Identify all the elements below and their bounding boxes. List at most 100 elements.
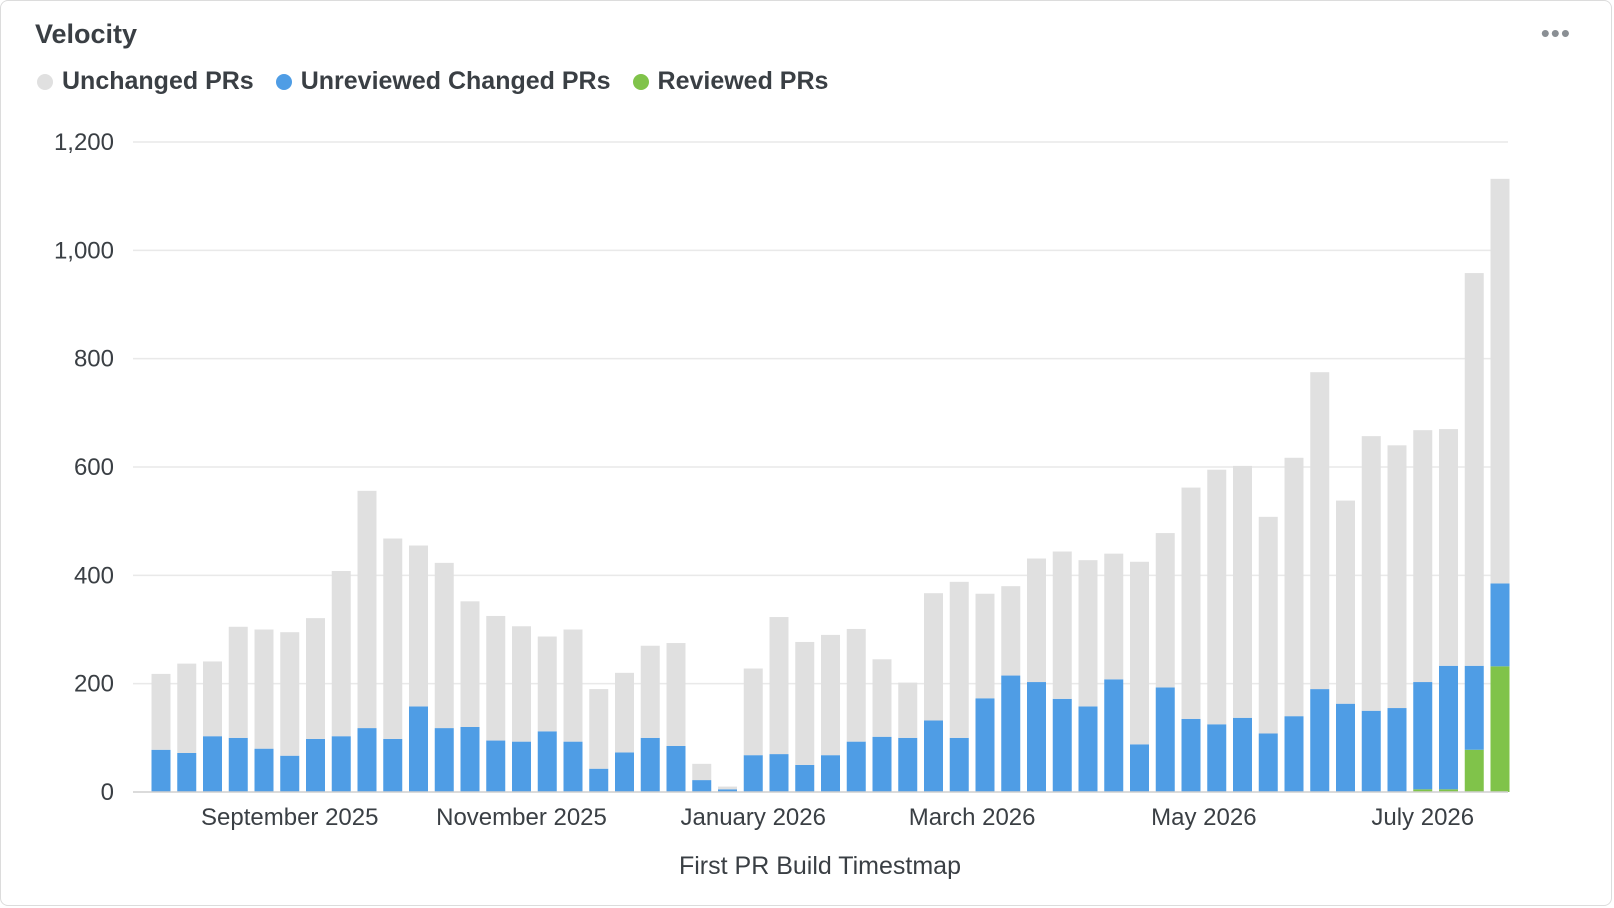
- bar-segment[interactable]: [1207, 469, 1227, 725]
- bar-segment[interactable]: [846, 741, 866, 792]
- bar-segment[interactable]: [1130, 561, 1149, 745]
- bar-segment[interactable]: [537, 731, 557, 792]
- bar-segment[interactable]: [1490, 583, 1510, 667]
- bar-segment[interactable]: [692, 780, 712, 792]
- bar-segment[interactable]: [434, 728, 454, 792]
- bar-segment[interactable]: [769, 754, 789, 792]
- bar-segment[interactable]: [512, 626, 531, 742]
- bar-segment[interactable]: [1155, 533, 1175, 688]
- bar-segment[interactable]: [177, 753, 197, 792]
- bar-segment[interactable]: [1104, 553, 1124, 680]
- bar-segment[interactable]: [409, 545, 428, 707]
- bar-segment[interactable]: [949, 581, 969, 738]
- bar-segment[interactable]: [1130, 744, 1149, 792]
- bar-segment[interactable]: [1361, 436, 1381, 711]
- bar-segment[interactable]: [1258, 733, 1278, 793]
- legend-item-unreviewed-changed-prs[interactable]: Unreviewed Changed PRs: [275, 67, 611, 96]
- bar-segment[interactable]: [821, 634, 840, 756]
- bar-segment[interactable]: [357, 728, 377, 792]
- bar-segment[interactable]: [846, 628, 866, 742]
- bar-segment[interactable]: [331, 736, 351, 792]
- bar-segment[interactable]: [331, 571, 351, 737]
- bar-segment[interactable]: [1439, 789, 1458, 792]
- bar-segment[interactable]: [1104, 679, 1124, 792]
- bar-segment[interactable]: [177, 663, 197, 753]
- bar-segment[interactable]: [1439, 429, 1458, 666]
- bar-segment[interactable]: [589, 768, 609, 792]
- bar-segment[interactable]: [228, 737, 248, 792]
- bar-segment[interactable]: [1336, 500, 1355, 704]
- bar-segment[interactable]: [1464, 273, 1484, 666]
- bar-segment[interactable]: [1155, 687, 1175, 792]
- bar-segment[interactable]: [1233, 717, 1252, 792]
- bar-segment[interactable]: [280, 632, 300, 756]
- bar-segment[interactable]: [1490, 666, 1510, 792]
- bar-segment[interactable]: [1001, 675, 1021, 792]
- bar-segment[interactable]: [666, 745, 686, 792]
- bar-segment[interactable]: [1181, 487, 1201, 719]
- bar-segment[interactable]: [795, 641, 815, 765]
- bar-segment[interactable]: [1464, 665, 1484, 750]
- bar-segment[interactable]: [615, 672, 634, 753]
- bar-segment[interactable]: [383, 738, 403, 792]
- bar-segment[interactable]: [203, 661, 222, 737]
- bar-segment[interactable]: [306, 618, 325, 739]
- bar-segment[interactable]: [821, 755, 840, 792]
- bar-segment[interactable]: [280, 755, 300, 792]
- bar-segment[interactable]: [743, 755, 763, 792]
- bar-segment[interactable]: [640, 645, 660, 738]
- bar-segment[interactable]: [486, 615, 506, 741]
- bar-segment[interactable]: [666, 643, 686, 746]
- bar-segment[interactable]: [254, 748, 274, 792]
- bar-segment[interactable]: [1284, 716, 1304, 792]
- bar-segment[interactable]: [460, 601, 480, 727]
- bar-segment[interactable]: [1207, 724, 1227, 792]
- bar-segment[interactable]: [975, 593, 995, 699]
- bar-segment[interactable]: [718, 789, 737, 792]
- bar-segment[interactable]: [1284, 457, 1304, 717]
- bar-segment[interactable]: [640, 737, 660, 792]
- bar-segment[interactable]: [1490, 178, 1510, 584]
- bar-segment[interactable]: [615, 752, 634, 792]
- bar-segment[interactable]: [306, 738, 325, 792]
- bar-segment[interactable]: [563, 629, 583, 742]
- bar-segment[interactable]: [151, 673, 171, 750]
- more-options-icon[interactable]: •••: [1540, 18, 1571, 48]
- bar-segment[interactable]: [254, 629, 274, 749]
- bar-segment[interactable]: [512, 741, 531, 792]
- bar-segment[interactable]: [228, 626, 248, 738]
- bar-segment[interactable]: [1464, 749, 1484, 792]
- bar-segment[interactable]: [383, 538, 403, 739]
- bar-segment[interactable]: [1336, 703, 1355, 792]
- bar-segment[interactable]: [949, 737, 969, 792]
- bar-segment[interactable]: [460, 727, 480, 792]
- bar-segment[interactable]: [1078, 706, 1098, 792]
- bar-segment[interactable]: [409, 706, 428, 792]
- bar-segment[interactable]: [1027, 558, 1046, 683]
- bar-segment[interactable]: [486, 740, 506, 792]
- bar-segment[interactable]: [1052, 551, 1072, 699]
- bar-segment[interactable]: [1413, 789, 1433, 792]
- bar-segment[interactable]: [975, 698, 995, 792]
- bar-segment[interactable]: [537, 636, 557, 732]
- legend-item-reviewed-prs[interactable]: Reviewed PRs: [632, 67, 828, 96]
- bar-segment[interactable]: [769, 617, 789, 755]
- bar-segment[interactable]: [1413, 430, 1433, 683]
- bar-segment[interactable]: [1258, 516, 1278, 734]
- bar-segment[interactable]: [1181, 718, 1201, 792]
- bar-segment[interactable]: [898, 682, 918, 738]
- bar-segment[interactable]: [1361, 710, 1381, 792]
- bar-segment[interactable]: [898, 737, 918, 792]
- bar-segment[interactable]: [872, 736, 892, 792]
- bar-segment[interactable]: [151, 749, 171, 792]
- bar-segment[interactable]: [795, 764, 815, 792]
- bar-segment[interactable]: [203, 736, 222, 792]
- bar-segment[interactable]: [589, 689, 609, 769]
- bar-segment[interactable]: [872, 659, 892, 737]
- bar-segment[interactable]: [357, 490, 377, 729]
- bar-segment[interactable]: [1310, 689, 1330, 792]
- bar-segment[interactable]: [1413, 682, 1433, 790]
- bar-segment[interactable]: [1439, 665, 1458, 790]
- bar-segment[interactable]: [924, 593, 943, 721]
- bar-segment[interactable]: [1387, 445, 1407, 709]
